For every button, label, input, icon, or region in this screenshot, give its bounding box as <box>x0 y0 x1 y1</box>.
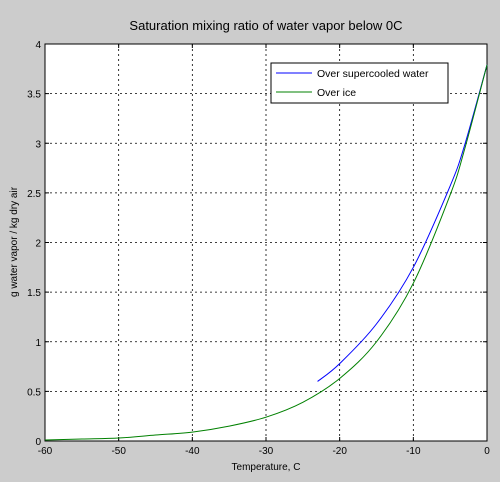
data-series <box>44 64 488 441</box>
series-line-supercooled-water <box>317 64 488 382</box>
y-tick-label: 0 <box>35 437 41 448</box>
y-tick-label: 2 <box>35 239 41 250</box>
legend-box <box>270 62 449 104</box>
y-axis-label: g water vapor / kg dry air <box>9 186 20 297</box>
x-tick-label: -40 <box>185 446 200 457</box>
x-tick-label: -20 <box>332 446 347 457</box>
x-tick-label: -50 <box>111 446 126 457</box>
y-tick-label: 3.5 <box>27 90 41 101</box>
series-line-ice <box>44 64 488 441</box>
x-axis-label: Temperature, C <box>232 462 301 473</box>
y-tick-label: 3 <box>35 139 41 150</box>
y-tick-label: 1 <box>35 338 41 349</box>
chart-title: Saturation mixing ratio of water vapor b… <box>129 18 402 33</box>
y-tick-label: 2.5 <box>27 189 41 200</box>
legend: Over supercooled water Over ice <box>270 62 449 104</box>
x-tick-label: -10 <box>406 446 421 457</box>
x-tick-label: -30 <box>259 446 274 457</box>
y-tick-label: 4 <box>35 40 41 51</box>
x-tick-label: 0 <box>484 446 490 457</box>
y-tick-label: 0.5 <box>27 387 41 398</box>
grid-lines <box>45 44 487 441</box>
x-tick-label: -60 <box>38 446 53 457</box>
y-tick-label: 1.5 <box>27 288 41 299</box>
axis-ticks: -60 -50 -40 -30 -20 -10 0 0 0.5 1 1.5 2 2.5 3 3.5 4 <box>27 40 490 457</box>
legend-label-supercooled-water: Over supercooled water <box>317 68 429 80</box>
legend-label-ice: Over ice <box>317 87 356 99</box>
